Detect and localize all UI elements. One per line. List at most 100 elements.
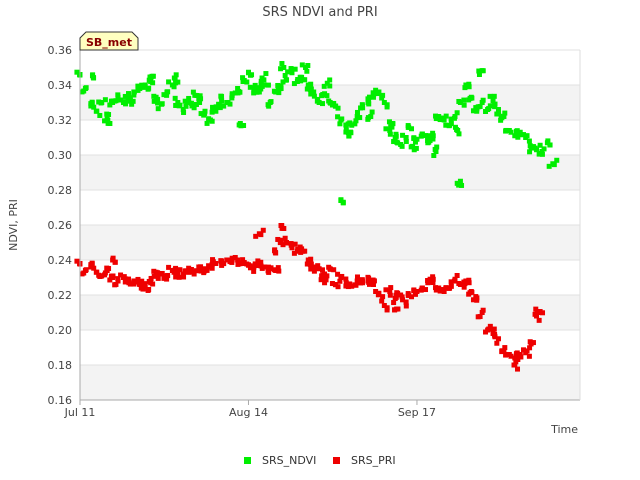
pri-point <box>235 257 241 263</box>
pri-point <box>513 359 519 365</box>
ndvi-point <box>193 101 199 107</box>
pri-point <box>448 279 454 285</box>
pri-point <box>495 336 501 342</box>
pri-point <box>527 339 533 345</box>
pri-point <box>403 303 409 309</box>
ndvi-point <box>547 142 553 148</box>
pri-point <box>308 256 314 262</box>
y-tick-label: 0.30 <box>48 149 73 162</box>
ndvi-point <box>213 108 219 114</box>
ndvi-point <box>292 66 298 72</box>
ndvi-point <box>244 79 250 85</box>
ndvi-point <box>319 93 325 99</box>
ndvi-point <box>155 100 161 106</box>
ndvi-point <box>172 95 178 101</box>
ndvi-point <box>151 98 157 104</box>
ndvi-point <box>353 118 359 124</box>
ndvi-point <box>365 115 371 121</box>
ndvi-point <box>369 109 375 115</box>
pri-point <box>508 353 514 359</box>
pri-point <box>299 246 305 252</box>
ndvi-point <box>83 85 89 91</box>
ndvi-point <box>437 117 443 123</box>
pri-point <box>298 249 304 255</box>
legend: SRS_NDVI SRS_PRI <box>244 454 396 467</box>
pri-point <box>127 281 133 287</box>
pri-point <box>454 273 460 279</box>
pri-point <box>209 265 215 271</box>
pri-point <box>491 326 497 332</box>
ndvi-point <box>461 102 467 108</box>
ndvi-point <box>527 149 533 155</box>
pri-point <box>253 233 259 239</box>
ndvi-point <box>221 103 227 109</box>
pri-point <box>232 254 238 260</box>
y-axis-label: NDVI, PRI <box>7 199 20 251</box>
ndvi-point <box>418 133 424 139</box>
ndvi-point <box>380 92 386 98</box>
ndvi-point <box>104 111 110 117</box>
ndvi-point <box>261 77 267 83</box>
ndvi-point <box>302 77 308 83</box>
pri-point <box>446 285 452 291</box>
y-tick-label: 0.34 <box>48 79 73 92</box>
y-tick-label: 0.24 <box>48 254 73 267</box>
ndvi-point <box>105 120 111 126</box>
pri-point <box>443 285 449 291</box>
pri-point <box>403 299 409 305</box>
pri-point <box>518 354 524 360</box>
ndvi-point <box>188 100 194 106</box>
ndvi-point <box>452 124 458 130</box>
ndvi-point <box>135 83 141 89</box>
ndvi-point <box>451 115 457 121</box>
y-tick-label: 0.16 <box>48 394 73 407</box>
pri-point <box>155 270 161 276</box>
pri-point <box>262 264 268 270</box>
ndvi-point <box>97 112 103 118</box>
ndvi-point <box>263 71 269 77</box>
x-tick-label: Aug 14 <box>229 406 268 419</box>
ndvi-point <box>476 72 482 77</box>
pri-point <box>327 266 333 272</box>
pri-point <box>411 288 417 294</box>
ndvi-point <box>430 130 436 136</box>
ndvi-point <box>311 89 317 95</box>
ndvi-point <box>281 65 287 70</box>
ndvi-point <box>217 105 223 111</box>
ndvi-point <box>236 88 242 94</box>
ndvi-point <box>192 92 198 98</box>
pri-point <box>433 285 439 291</box>
pri-point <box>530 340 536 346</box>
grid-band <box>80 190 580 225</box>
ndvi-point <box>251 90 257 96</box>
pri-point <box>288 241 294 247</box>
ndvi-point <box>399 143 405 149</box>
ndvi-point <box>486 106 492 112</box>
pri-point <box>165 272 171 278</box>
ndvi-point <box>299 74 305 80</box>
ndvi-point <box>491 93 497 99</box>
ndvi-point <box>545 138 551 144</box>
pri-point <box>135 279 141 285</box>
pri-point <box>304 261 310 267</box>
pri-point <box>164 276 170 282</box>
ndvi-point <box>412 139 418 145</box>
ndvi-point <box>251 86 257 91</box>
ndvi-point <box>532 145 538 151</box>
pri-point <box>406 292 412 298</box>
legend-item-pri: SRS_PRI <box>333 454 396 467</box>
pri-point <box>209 261 215 267</box>
ndvi-point <box>366 101 372 107</box>
ndvi-point <box>150 80 156 86</box>
pri-point <box>186 265 192 271</box>
legend-label-ndvi: SRS_NDVI <box>262 454 316 467</box>
ndvi-point <box>74 69 80 75</box>
ndvi-point <box>502 110 508 116</box>
ndvi-point <box>241 122 247 128</box>
ndvi-point <box>457 178 463 184</box>
ndvi-point <box>235 86 241 91</box>
ndvi-point <box>352 121 358 127</box>
ndvi-point <box>291 81 297 87</box>
ndvi-point <box>395 140 401 146</box>
pri-point <box>229 257 235 263</box>
